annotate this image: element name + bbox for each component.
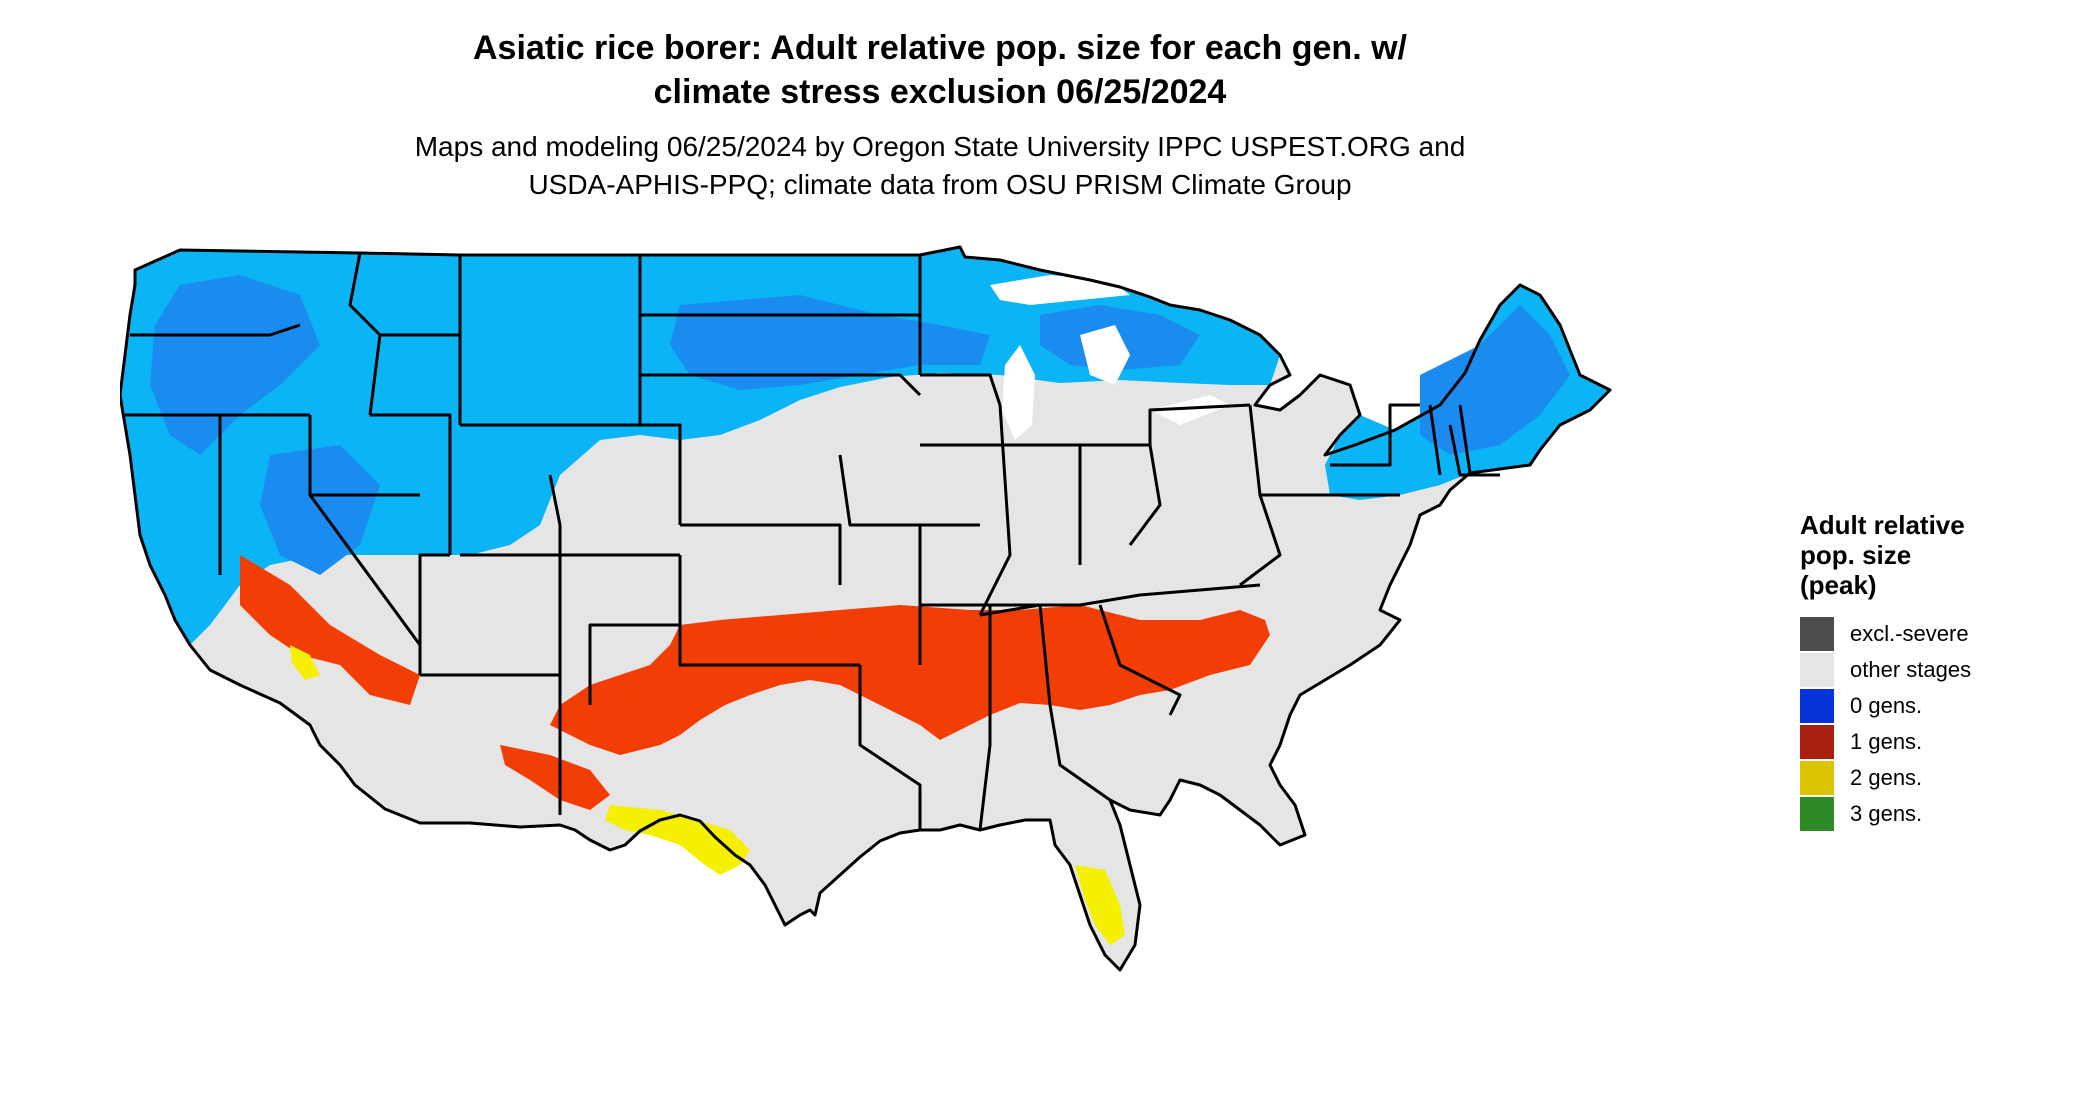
legend-swatch xyxy=(1800,761,1834,795)
lake-michigan xyxy=(1002,345,1035,440)
blue-dark-newengland xyxy=(1420,305,1570,455)
legend-label: other stages xyxy=(1850,657,1972,682)
legend-item-excl-severe: excl.-severe xyxy=(1800,616,2080,652)
legend-title: Adult relative pop. size (peak) xyxy=(1800,510,2080,600)
legend-swatch xyxy=(1800,797,1834,831)
map-title: Asiatic rice borer: Adult relative pop. … xyxy=(0,26,1880,114)
blue-north xyxy=(120,247,1280,645)
yellow-florida xyxy=(1075,865,1125,945)
subtitle-line-1: Maps and modeling 06/25/2024 by Oregon S… xyxy=(414,131,1466,162)
legend-item-0-gens: 0 gens. xyxy=(1800,688,2080,724)
legend: Adult relative pop. size (peak) excl.-se… xyxy=(1800,510,2080,832)
orange-texas-west xyxy=(500,745,610,810)
legend-label: 0 gens. xyxy=(1850,693,1923,718)
lake-erie xyxy=(1150,395,1230,425)
legend-label: 2 gens. xyxy=(1850,765,1923,790)
legend-title-line-3: (peak) xyxy=(1800,570,1877,600)
title-line-2: climate stress exclusion 06/25/2024 xyxy=(653,73,1227,111)
legend-item-3-gens: 3 gens. xyxy=(1800,796,2080,832)
legend-swatch xyxy=(1800,689,1834,723)
title-line-1: Asiatic rice borer: Adult relative pop. … xyxy=(473,29,1407,67)
legend-title-line-2: pop. size xyxy=(1800,540,1912,570)
orange-southwest xyxy=(240,555,420,705)
legend-title-line-1: Adult relative xyxy=(1800,510,1965,540)
yellow-desert xyxy=(290,645,320,680)
map-subtitle: Maps and modeling 06/25/2024 by Oregon S… xyxy=(0,128,1880,204)
legend-swatch xyxy=(1800,617,1834,651)
blue-dark-plains xyxy=(670,295,990,390)
lake-huron xyxy=(1080,325,1130,385)
subtitle-line-2: USDA-APHIS-PPQ; climate data from OSU PR… xyxy=(528,169,1352,200)
orange-south xyxy=(550,605,1270,755)
yellow-texas-coast xyxy=(605,805,750,875)
legend-label: excl.-severe xyxy=(1850,621,1969,646)
state-borders xyxy=(120,245,1612,972)
legend-item-other-stages: other stages xyxy=(1800,652,2080,688)
us-map xyxy=(120,245,1612,972)
legend-item-2-gens: 2 gens. xyxy=(1800,760,2080,796)
legend-label: 3 gens. xyxy=(1850,801,1923,826)
legend-swatch xyxy=(1800,653,1834,687)
legend-item-1-gens: 1 gens. xyxy=(1800,724,2080,760)
legend-swatch xyxy=(1800,725,1834,759)
blue-dark-west xyxy=(150,275,320,455)
legend-label: 1 gens. xyxy=(1850,729,1923,754)
